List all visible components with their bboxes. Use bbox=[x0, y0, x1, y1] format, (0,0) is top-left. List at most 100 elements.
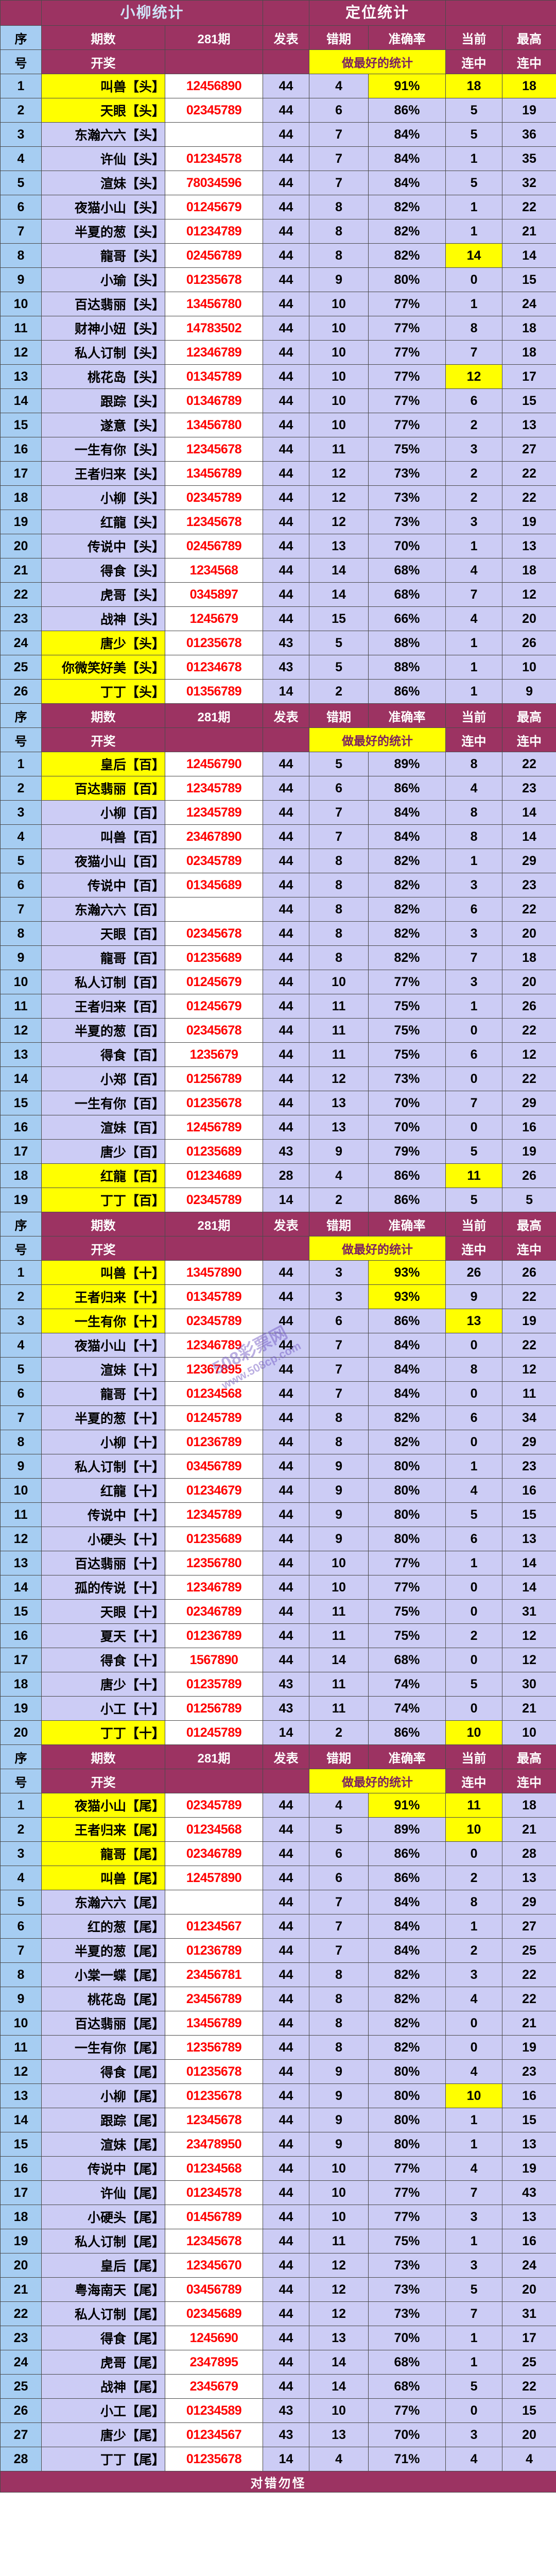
row-highest-streak: 4 bbox=[502, 2447, 556, 2471]
row-author-name: 丁丁【百】 bbox=[41, 1188, 165, 1212]
header-current: 当前 bbox=[445, 703, 503, 728]
row-numbers: 13456789 bbox=[164, 2011, 264, 2036]
row-error-count: 11 bbox=[309, 2229, 369, 2253]
row-highest-streak: 22 bbox=[502, 2374, 556, 2399]
header-row-bottom-head: 号开奖 做最好的统计 连中 连中 bbox=[0, 49, 556, 74]
row-highest-streak: 14 bbox=[502, 800, 556, 825]
row-sequence: 13 bbox=[0, 1042, 42, 1067]
row-publish-count: 44 bbox=[263, 1381, 310, 1406]
row-publish-count: 44 bbox=[263, 752, 310, 776]
row-error-count: 11 bbox=[309, 1623, 369, 1648]
row-error-count: 13 bbox=[309, 2422, 369, 2447]
table-row: 26 丁丁【头】 01356789 14 2 86% 1 9 bbox=[0, 679, 556, 704]
row-sequence: 2 bbox=[0, 1284, 42, 1309]
row-author-name: 龍哥【头】 bbox=[41, 243, 165, 268]
row-numbers: 01234678 bbox=[164, 655, 264, 680]
table-row: 15 一生有你【百】 01235678 44 13 70% 7 29 bbox=[0, 1091, 556, 1115]
row-author-name: 唐少【十】 bbox=[41, 1672, 165, 1697]
row-highest-streak: 15 bbox=[502, 267, 556, 292]
row-error-count: 10 bbox=[309, 292, 369, 316]
row-current-streak: 2 bbox=[445, 461, 503, 486]
row-error-count: 12 bbox=[309, 485, 369, 510]
row-sequence: 5 bbox=[0, 171, 42, 195]
row-sequence: 17 bbox=[0, 461, 42, 486]
row-author-name: 龍哥【十】 bbox=[41, 1381, 165, 1406]
row-highest-streak: 16 bbox=[502, 2229, 556, 2253]
header-slogan: 做最好的统计 bbox=[309, 727, 446, 752]
row-sequence: 21 bbox=[0, 2277, 42, 2302]
row-accuracy: 68% bbox=[368, 582, 446, 607]
row-sequence: 1 bbox=[0, 74, 42, 98]
row-highest-streak: 18 bbox=[502, 945, 556, 970]
table-row: 1 夜猫小山【尾】 02345789 44 4 91% 11 18 bbox=[0, 1793, 556, 1818]
row-current-streak: 6 bbox=[445, 1405, 503, 1430]
table-row: 19 红龍【头】 12345678 44 12 73% 3 19 bbox=[0, 510, 556, 534]
row-sequence: 18 bbox=[0, 485, 42, 510]
row-publish-count: 43 bbox=[263, 631, 310, 655]
row-highest-streak: 29 bbox=[502, 1430, 556, 1454]
row-current-streak: 3 bbox=[445, 2253, 503, 2278]
row-author-name: 小工【十】 bbox=[41, 1696, 165, 1721]
row-numbers: 02345689 bbox=[164, 2301, 264, 2326]
row-sequence: 19 bbox=[0, 2229, 42, 2253]
row-numbers: 01256789 bbox=[164, 1066, 264, 1091]
row-sequence: 14 bbox=[0, 2108, 42, 2132]
header-error: 错期 bbox=[309, 1212, 369, 1236]
row-error-count: 8 bbox=[309, 921, 369, 946]
row-sequence: 18 bbox=[0, 1672, 42, 1697]
table-row: 19 小工【十】 01256789 43 11 74% 0 21 bbox=[0, 1696, 556, 1721]
row-error-count: 8 bbox=[309, 195, 369, 219]
row-current-streak: 0 bbox=[445, 2398, 503, 2423]
row-sequence: 10 bbox=[0, 2011, 42, 2036]
row-highest-streak: 31 bbox=[502, 2301, 556, 2326]
row-author-name: 私人订制【尾】 bbox=[41, 2301, 165, 2326]
row-sequence: 22 bbox=[0, 2301, 42, 2326]
page-banner: 小柳统计 定位统计 bbox=[0, 0, 556, 26]
row-numbers: 01234568 bbox=[164, 2156, 264, 2181]
row-highest-streak: 15 bbox=[502, 2108, 556, 2132]
row-author-name: 百达翡丽【百】 bbox=[41, 776, 165, 801]
row-publish-count: 44 bbox=[263, 849, 310, 873]
row-current-streak: 3 bbox=[445, 1962, 503, 1987]
table-row: 1 叫兽【十】 13457890 44 3 93% 26 26 bbox=[0, 1260, 556, 1285]
row-error-count: 12 bbox=[309, 2253, 369, 2278]
row-error-count: 6 bbox=[309, 98, 369, 123]
row-publish-count: 44 bbox=[263, 1502, 310, 1527]
row-publish-count: 44 bbox=[263, 2326, 310, 2350]
row-author-name: 王者归来【尾】 bbox=[41, 1817, 165, 1842]
row-highest-streak: 32 bbox=[502, 171, 556, 195]
row-numbers: 01234567 bbox=[164, 1914, 264, 1939]
row-error-count: 6 bbox=[309, 1309, 369, 1333]
row-highest-streak: 14 bbox=[502, 243, 556, 268]
row-accuracy: 75% bbox=[368, 437, 446, 462]
row-highest-streak: 20 bbox=[502, 2277, 556, 2302]
table-row: 22 虎哥【头】 0345897 44 14 68% 7 12 bbox=[0, 582, 556, 607]
row-numbers: 2345679 bbox=[164, 2374, 264, 2399]
table-row: 21 粤海南天【尾】 03456789 44 12 73% 5 20 bbox=[0, 2277, 556, 2302]
row-highest-streak: 26 bbox=[502, 1260, 556, 1285]
row-current-streak: 8 bbox=[445, 316, 503, 341]
row-error-count: 11 bbox=[309, 437, 369, 462]
table-row: 2 天眼【头】 02345789 44 6 86% 5 19 bbox=[0, 98, 556, 123]
row-publish-count: 44 bbox=[263, 485, 310, 510]
row-current-streak: 3 bbox=[445, 437, 503, 462]
row-publish-count: 44 bbox=[263, 606, 310, 631]
row-current-streak: 4 bbox=[445, 2059, 503, 2084]
row-author-name: 桃花岛【头】 bbox=[41, 364, 165, 389]
row-error-count: 2 bbox=[309, 1188, 369, 1212]
header-current-streak: 连中 bbox=[445, 1769, 503, 1793]
row-sequence: 9 bbox=[0, 1987, 42, 2011]
row-error-count: 9 bbox=[309, 1478, 369, 1503]
row-publish-count: 14 bbox=[263, 679, 310, 704]
row-current-streak: 7 bbox=[445, 582, 503, 607]
header-row-top-tail: 序期数 281期 发表 错期 准确率 当前 最高 bbox=[0, 1744, 556, 1769]
row-accuracy: 88% bbox=[368, 655, 446, 680]
row-author-name: 得食【十】 bbox=[41, 1648, 165, 1672]
header-slogan: 做最好的统计 bbox=[309, 49, 446, 74]
row-error-count: 6 bbox=[309, 1866, 369, 1890]
table-row: 16 渲妹【百】 12456789 44 13 70% 0 16 bbox=[0, 1115, 556, 1140]
header-highest: 最高 bbox=[502, 1212, 556, 1236]
row-error-count: 13 bbox=[309, 534, 369, 558]
row-error-count: 11 bbox=[309, 1018, 369, 1043]
row-numbers: 01245789 bbox=[164, 1405, 264, 1430]
